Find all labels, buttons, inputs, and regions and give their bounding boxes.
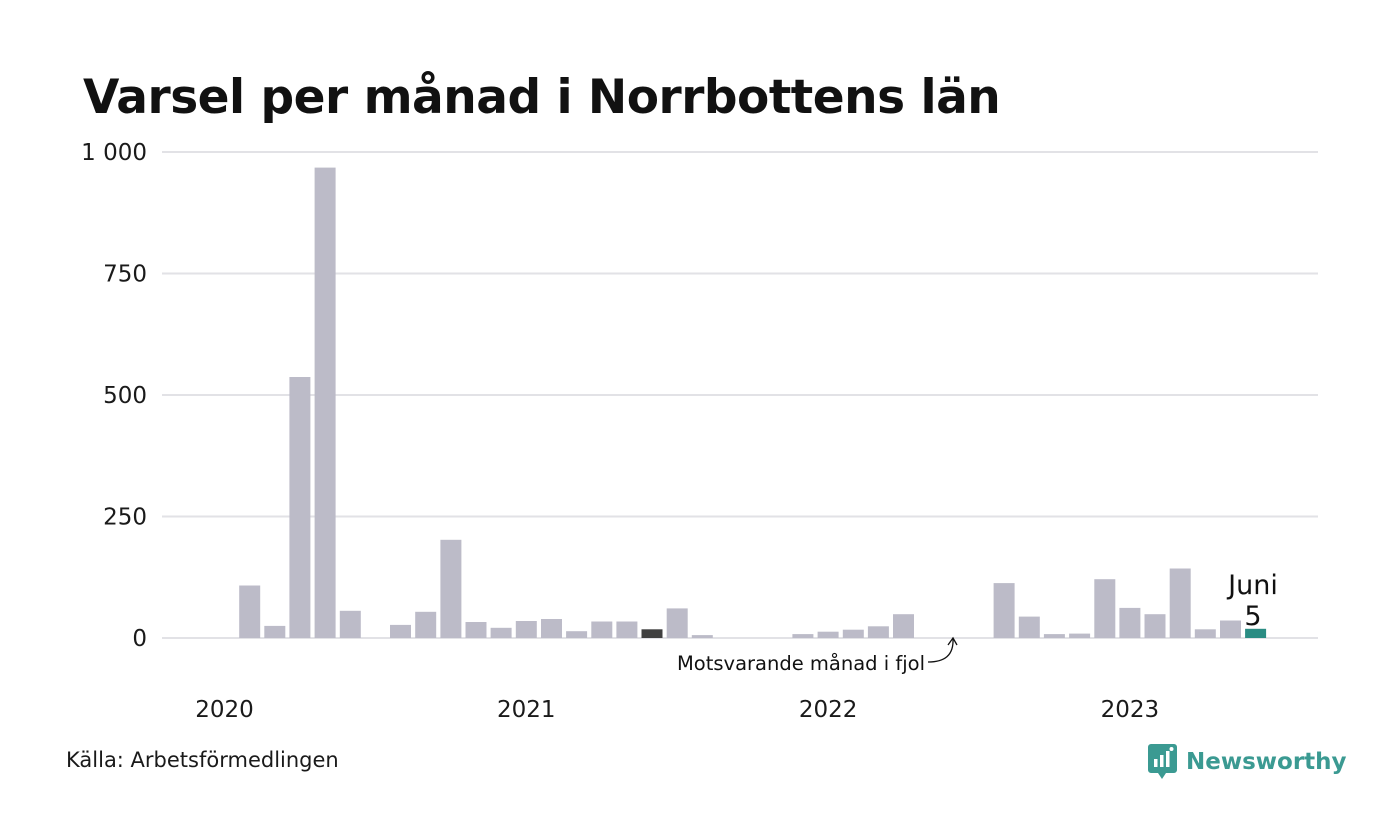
bar-2021-03 [566,631,588,638]
bar-2021-04 [591,621,613,638]
x-tick-label: 2020 [195,697,254,723]
bar-2020-10 [440,539,462,638]
y-tick-label: 500 [103,383,147,409]
y-tick-label: 250 [103,505,147,531]
annotation-arrowhead [947,636,958,646]
y-tick-label: 0 [132,626,147,652]
bar-2023-03 [1169,568,1191,638]
current-month-callout: Juni 5 [1226,570,1278,632]
chart-title: Varsel per månad i Norrbottens län [83,70,1001,125]
bar-2022-01 [817,631,839,638]
bar-2022-12 [1094,579,1116,638]
bar-2022-09 [1018,616,1040,638]
brand-logo: Newsworthy [1148,744,1347,780]
bars [239,167,1267,638]
bar-2021-12 [792,634,814,638]
bar-2021-02 [541,619,562,638]
annotation: Motsvarande månad i fjol [677,636,958,675]
annotation-label: Motsvarande månad i fjol [677,652,925,675]
bar-2023-02 [1144,614,1166,638]
newsworthy-logo-icon [1148,744,1177,779]
bar-2020-08 [390,624,411,638]
bar-2020-06 [339,610,361,638]
bar-2020-05 [314,167,336,638]
bar-2022-11 [1069,633,1091,638]
brand-name: Newsworthy [1186,749,1347,775]
bar-2021-05 [616,621,638,638]
bar-2023-05 [1220,620,1241,638]
x-tick-label: 2022 [799,697,858,723]
x-tick-label: 2021 [497,697,556,723]
bar-2020-03 [264,625,286,638]
source-note: Källa: Arbetsförmedlingen [66,748,339,772]
bar-2023-06 [1245,628,1267,638]
bar-2020-11 [465,622,487,638]
y-tick-label: 1 000 [81,140,147,166]
y-axis-ticks: 0 250 500 750 1 000 [81,140,147,652]
bar-2022-02 [842,629,864,638]
bar-2021-01 [515,621,537,638]
bar-2023-04 [1194,629,1216,638]
bar-2021-08 [691,635,713,638]
bar-2020-02 [239,585,261,638]
bar-2020-12 [490,627,512,638]
bar-2022-04 [893,614,914,638]
bar-2022-10 [1043,634,1065,638]
x-axis-ticks: 2020 2021 2022 2023 [195,697,1159,723]
bar-2023-01 [1119,607,1141,638]
bar-2020-09 [415,611,437,638]
x-tick-label: 2023 [1101,697,1160,723]
callout-value: 5 [1244,601,1261,632]
bar-2020-04 [289,377,311,638]
bar-2021-07 [666,608,688,638]
bar-2022-08 [993,583,1015,638]
y-tick-label: 750 [103,262,147,288]
bar-2021-06 [641,629,663,638]
callout-month: Juni [1226,570,1278,601]
annotation-arrow [927,637,954,663]
bar-2022-03 [867,626,889,638]
